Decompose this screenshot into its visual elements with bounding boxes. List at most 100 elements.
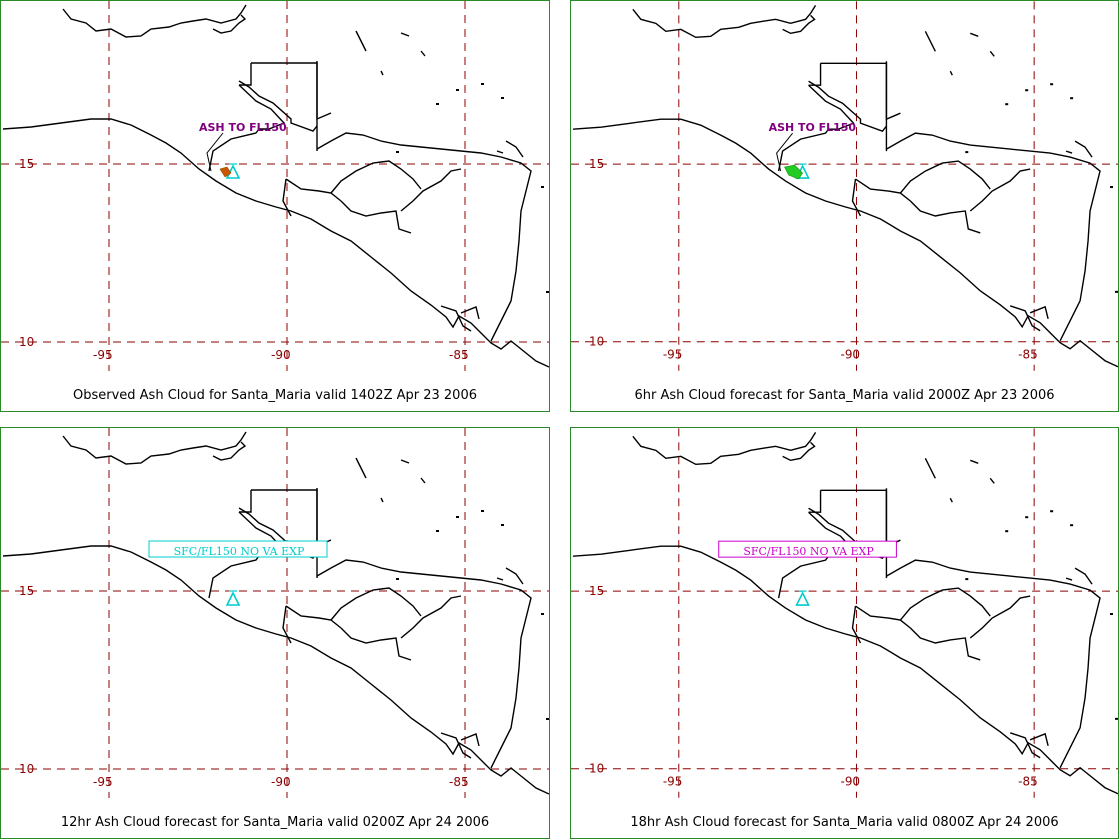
panel-caption: 6hr Ash Cloud forecast for Santa_Maria v… xyxy=(634,388,1055,403)
advisory-box-label: SFC/FL150 NO VA EXP xyxy=(743,545,873,558)
island xyxy=(456,89,459,91)
coastline xyxy=(400,595,462,639)
map-canvas: 15 10 -95 -90 -85 ASH TO FL150 xyxy=(571,1,1118,371)
island xyxy=(541,186,544,188)
map-panel-6hr: 15 10 -95 -90 -85 ASH TO FL150 6hr Ash C… xyxy=(570,0,1119,412)
lat-label-10: 10 xyxy=(589,335,604,349)
coastline xyxy=(212,14,247,34)
island xyxy=(436,103,439,105)
island xyxy=(1110,613,1114,616)
coastline xyxy=(316,559,532,769)
lat-label-15: 15 xyxy=(19,584,34,598)
coastline xyxy=(208,84,286,172)
island xyxy=(1025,516,1029,519)
coastline xyxy=(1009,305,1049,332)
ash-cloud xyxy=(219,166,232,178)
volcano-icon xyxy=(225,591,241,606)
ash-label-leader xyxy=(206,132,224,172)
coastline xyxy=(62,431,247,465)
coastline xyxy=(632,4,817,39)
map-panel-18hr: 15 10 -95 -90 -85 SFC/FL150 NO VA EXP 18… xyxy=(570,427,1119,839)
lon-label-m90: -90 xyxy=(271,348,291,362)
coastline xyxy=(355,30,524,158)
island xyxy=(1005,103,1009,106)
map-panel-observed: 15 10 -95 -90 -85 ASH TO FL150 Observed … xyxy=(0,0,550,412)
ash-label-leader xyxy=(776,132,793,172)
island xyxy=(501,97,504,99)
coastline xyxy=(380,459,504,581)
island xyxy=(1115,717,1118,720)
lon-label-m95: -95 xyxy=(663,348,683,362)
lon-label-m90: -90 xyxy=(271,775,291,789)
ash-height-label: ASH TO FL150 xyxy=(769,121,857,134)
coastline xyxy=(886,132,1101,342)
coastline xyxy=(330,587,422,621)
coastline xyxy=(2,545,549,795)
island xyxy=(1050,83,1054,86)
coastline xyxy=(808,62,888,152)
coastline xyxy=(440,732,480,759)
coastline xyxy=(572,545,1118,795)
coastline xyxy=(632,431,817,466)
coastline xyxy=(355,457,524,585)
coastline xyxy=(380,32,504,154)
lon-label-m90: -90 xyxy=(841,775,861,789)
coastline xyxy=(340,627,412,661)
island xyxy=(436,530,439,532)
island xyxy=(396,578,399,580)
coastline xyxy=(239,62,318,151)
coastline xyxy=(1009,732,1049,759)
coastline xyxy=(777,84,855,172)
coastline xyxy=(440,305,480,332)
coastline xyxy=(969,168,1031,212)
lon-label-m85: -85 xyxy=(449,775,469,789)
lat-label-10: 10 xyxy=(19,335,34,349)
map-canvas: 15 10 -95 -90 -85 SFC/FL150 NO VA EXP xyxy=(1,428,549,798)
island xyxy=(1050,510,1054,513)
coastline xyxy=(282,605,342,644)
coastline xyxy=(400,168,462,212)
lat-label-15: 15 xyxy=(19,157,34,171)
panel-caption: 18hr Ash Cloud forecast for Santa_Maria … xyxy=(630,815,1059,830)
panel-caption: 12hr Ash Cloud forecast for Santa_Maria … xyxy=(60,815,490,830)
island xyxy=(1070,524,1074,527)
island xyxy=(541,613,544,615)
coastline xyxy=(340,200,412,234)
island xyxy=(481,510,484,512)
island xyxy=(1070,97,1074,100)
coastline xyxy=(2,118,549,368)
coastline xyxy=(886,559,1101,769)
coastline xyxy=(909,627,981,661)
map-panel-12hr: 15 10 -95 -90 -85 SFC/FL150 NO VA EXP 12… xyxy=(0,427,550,839)
coastline xyxy=(899,160,991,194)
advisory-box xyxy=(718,540,897,558)
coastline xyxy=(330,160,422,194)
island xyxy=(1005,530,1009,533)
lat-label-15: 15 xyxy=(589,584,604,598)
coastline xyxy=(212,441,247,461)
coastline xyxy=(949,459,1073,581)
lat-label-10: 10 xyxy=(19,762,34,776)
island xyxy=(1115,290,1118,293)
advisory-box-label: SFC/FL150 NO VA EXP xyxy=(174,545,305,558)
coastline xyxy=(909,200,981,234)
coastline xyxy=(782,441,816,462)
advisory-box xyxy=(148,540,328,558)
island xyxy=(481,83,484,85)
coastline xyxy=(924,31,1093,158)
coastline xyxy=(924,458,1093,585)
coastline xyxy=(851,605,911,644)
coastline xyxy=(62,4,247,38)
island xyxy=(546,291,549,293)
lon-label-m95: -95 xyxy=(663,775,683,789)
coastline xyxy=(782,14,816,35)
coastline xyxy=(316,132,532,342)
lon-label-m95: -95 xyxy=(93,348,113,362)
ash-height-label: ASH TO FL150 xyxy=(199,121,287,134)
lon-label-m85: -85 xyxy=(1018,775,1038,789)
map-canvas: 15 10 -95 -90 -85 SFC/FL150 NO VA EXP xyxy=(571,428,1118,798)
lon-label-m85: -85 xyxy=(1018,348,1038,362)
island xyxy=(501,524,504,526)
coastline xyxy=(969,595,1031,639)
island xyxy=(456,516,459,518)
